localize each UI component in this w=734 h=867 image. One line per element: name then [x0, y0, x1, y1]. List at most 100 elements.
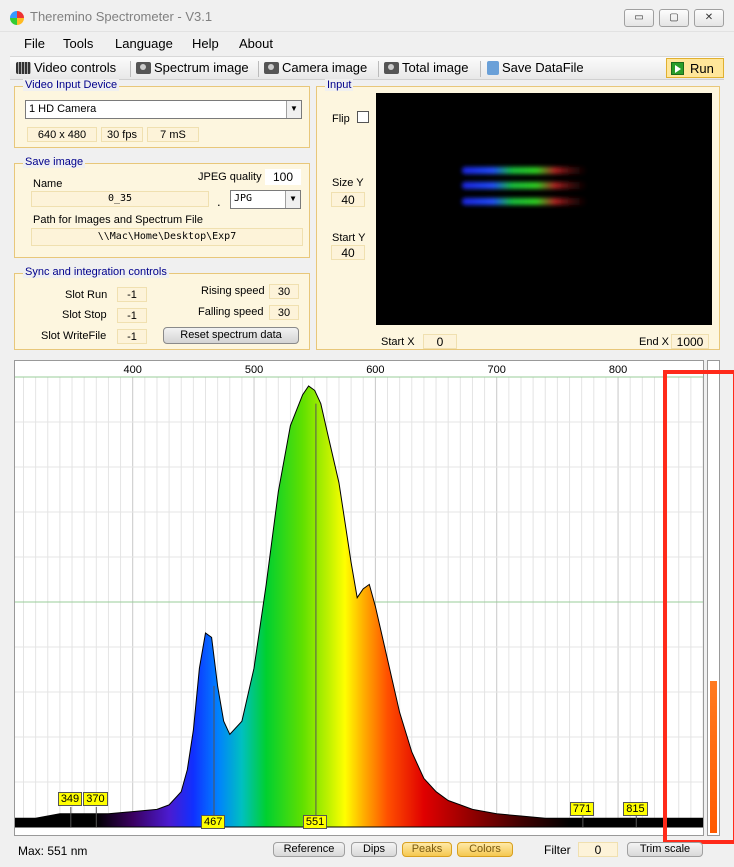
spectrum-image-button[interactable]: Spectrum image	[136, 60, 249, 75]
max-wavelength-text: Max: 551 nm	[18, 844, 88, 858]
camera-select-value: 1 HD Camera	[29, 103, 97, 115]
filter-input[interactable]: 0	[578, 842, 618, 857]
save-image-title: Save image	[23, 156, 86, 168]
total-image-label: Total image	[402, 60, 469, 75]
falling-speed-input[interactable]: 30	[269, 305, 299, 320]
spectrum-plot: 400 500 600 700 800	[14, 361, 704, 828]
save-datafile-label: Save DataFile	[502, 60, 584, 75]
flip-label: Flip	[332, 113, 350, 125]
menu-about[interactable]: About	[239, 36, 273, 51]
slot-stop-input[interactable]: -1	[117, 308, 147, 323]
level-meter-fill	[710, 681, 717, 833]
peak-label: 771	[569, 802, 595, 816]
name-label: Name	[33, 178, 63, 190]
start-y-input[interactable]: 40	[331, 245, 365, 260]
camera-icon	[384, 61, 399, 74]
camera-icon	[264, 61, 279, 74]
highlight-box	[663, 370, 734, 844]
total-image-button[interactable]: Total image	[384, 60, 468, 75]
x-tick-label: 700	[488, 364, 506, 376]
video-controls-label: Video controls	[34, 60, 117, 75]
end-x-input[interactable]: 1000	[671, 334, 709, 349]
maximize-button[interactable]: ▢	[659, 9, 689, 27]
menu-tools[interactable]: Tools	[63, 36, 94, 51]
colors-button[interactable]: Colors	[457, 842, 513, 857]
toolbar: Video controls Spectrum image Camera ima…	[10, 56, 724, 80]
jpeg-quality-input[interactable]: 100	[265, 169, 301, 185]
save-image-group: Save image Name JPEG quality 100 0_35 . …	[14, 156, 310, 258]
rising-speed-label: Rising speed	[201, 285, 265, 297]
spectrum-area	[14, 385, 704, 828]
slot-stop-label: Slot Stop	[62, 309, 107, 321]
save-datafile-button[interactable]: Save DataFile	[487, 60, 584, 75]
chevron-down-icon: ▼	[286, 101, 301, 118]
peak-label: 370	[83, 792, 108, 806]
peak-label: 551	[302, 815, 328, 829]
camera-image-button[interactable]: Camera image	[264, 60, 367, 75]
close-button[interactable]: ✕	[694, 9, 724, 27]
fps-field: 30 fps	[101, 127, 143, 142]
input-title: Input	[325, 79, 354, 91]
rising-speed-input[interactable]: 30	[269, 284, 299, 299]
path-input[interactable]: \\Mac\Home\Desktop\Exp7	[31, 228, 303, 246]
app-logo-icon	[10, 11, 24, 25]
spectrum-chart[interactable]: 400 500 600 700 800	[14, 360, 704, 836]
minimize-button[interactable]: ▭	[624, 9, 654, 27]
chevron-down-icon: ▼	[285, 191, 300, 208]
jpeg-quality-label: JPEG quality	[198, 171, 262, 183]
camera-select[interactable]: 1 HD Camera ▼	[25, 100, 302, 119]
video-input-group: Video Input Device 1 HD Camera ▼ 640 x 4…	[14, 79, 310, 148]
exposure-field: 7 mS	[147, 127, 199, 142]
start-x-label: Start X	[381, 336, 415, 348]
extension-dot: .	[217, 194, 221, 209]
x-tick-label: 400	[124, 364, 142, 376]
name-input[interactable]: 0_35	[31, 191, 209, 207]
menu-language[interactable]: Language	[115, 36, 173, 51]
video-controls-button[interactable]: Video controls	[16, 60, 116, 75]
format-select[interactable]: JPG ▼	[230, 190, 301, 209]
flip-checkbox[interactable]	[357, 111, 369, 123]
slot-run-label: Slot Run	[65, 289, 108, 301]
size-y-input[interactable]: 40	[331, 192, 365, 207]
sync-group: Sync and integration controls Slot Run -…	[14, 266, 310, 350]
peak-label: 349	[57, 792, 83, 806]
spectrum-stripes-image	[462, 167, 586, 205]
window-title: Theremino Spectrometer - V3.1	[30, 9, 213, 24]
start-y-label: Start Y	[332, 232, 366, 244]
falling-speed-label: Falling speed	[198, 306, 264, 318]
slot-writefile-input[interactable]: -1	[117, 329, 147, 344]
save-file-icon	[487, 60, 499, 75]
film-icon	[16, 61, 31, 74]
start-x-input[interactable]: 0	[423, 334, 457, 349]
camera-preview[interactable]	[376, 93, 712, 325]
level-meter	[707, 360, 720, 836]
x-tick-label: 500	[245, 364, 263, 376]
menu-file[interactable]: File	[24, 36, 45, 51]
slot-writefile-label: Slot WriteFile	[41, 330, 107, 342]
path-label: Path for Images and Spectrum File	[33, 214, 203, 226]
size-y-label: Size Y	[332, 177, 364, 189]
sync-title: Sync and integration controls	[23, 266, 169, 278]
format-select-value: JPG	[234, 193, 253, 204]
dips-button[interactable]: Dips	[351, 842, 397, 857]
spectrum-image-label: Spectrum image	[154, 60, 249, 75]
reset-spectrum-button[interactable]: Reset spectrum data	[163, 327, 299, 344]
slot-run-input[interactable]: -1	[117, 287, 147, 302]
video-input-title: Video Input Device	[23, 79, 120, 91]
peaks-button[interactable]: Peaks	[402, 842, 452, 857]
run-button[interactable]: Run	[666, 58, 724, 78]
trim-scale-button[interactable]: Trim scale	[627, 842, 703, 857]
menu-bar: File Tools Language Help About	[10, 32, 724, 56]
resolution-field: 640 x 480	[27, 127, 97, 142]
play-icon	[671, 61, 684, 75]
x-tick-label: 800	[609, 364, 627, 376]
reference-button[interactable]: Reference	[273, 842, 345, 857]
end-x-label: End X	[639, 336, 669, 348]
x-tick-label: 600	[366, 364, 384, 376]
camera-image-label: Camera image	[282, 60, 368, 75]
run-label: Run	[690, 60, 714, 76]
peak-label: 815	[623, 802, 648, 816]
title-bar: Theremino Spectrometer - V3.1 ▭ ▢ ✕	[0, 0, 734, 32]
menu-help[interactable]: Help	[192, 36, 219, 51]
filter-label: Filter	[544, 843, 571, 857]
